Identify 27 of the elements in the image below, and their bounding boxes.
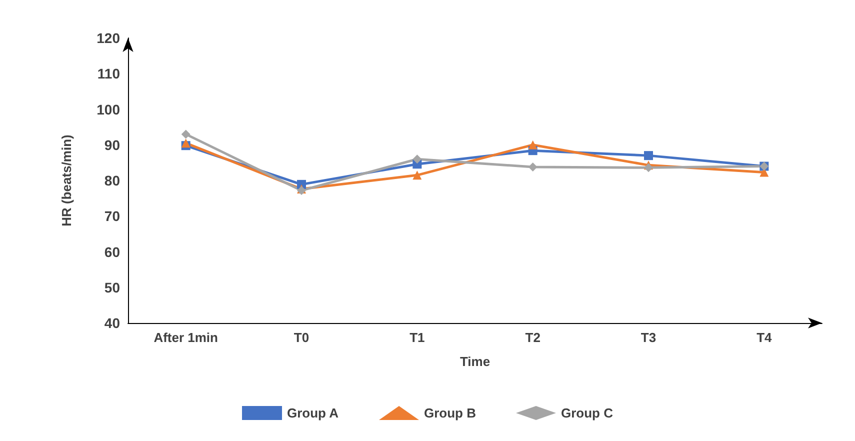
y-tick-label: 40 [104, 315, 120, 331]
x-axis-title: Time [460, 354, 490, 369]
x-tick-label: After 1min [154, 330, 218, 345]
y-axis-title: HR (beats/min) [59, 134, 74, 226]
point [412, 170, 422, 180]
x-tick-label: T4 [756, 330, 773, 345]
point [181, 138, 190, 148]
y-tick-label: 70 [104, 208, 120, 224]
legend-label: Group C [560, 406, 614, 420]
point [181, 130, 190, 139]
y-tick-label: 90 [104, 136, 120, 153]
y-tick-label: 100 [96, 101, 120, 118]
x-tick-label: T2 [525, 330, 540, 345]
y-tick-label: 120 [96, 30, 120, 46]
point [412, 154, 422, 164]
y-tick-label: 50 [104, 279, 120, 296]
point [644, 163, 653, 172]
y-tick-label: 80 [104, 172, 120, 188]
legend-label: Group A [287, 406, 340, 420]
x-tick-label: T3 [640, 330, 656, 345]
point [528, 140, 538, 150]
y-tick-label: 110 [97, 66, 120, 82]
y-tick-label: 60 [104, 244, 120, 260]
x-tick-label: T1 [410, 330, 425, 345]
x-tick-label: T0 [294, 330, 310, 345]
legend-label: Group B [424, 406, 476, 420]
point [644, 151, 653, 160]
